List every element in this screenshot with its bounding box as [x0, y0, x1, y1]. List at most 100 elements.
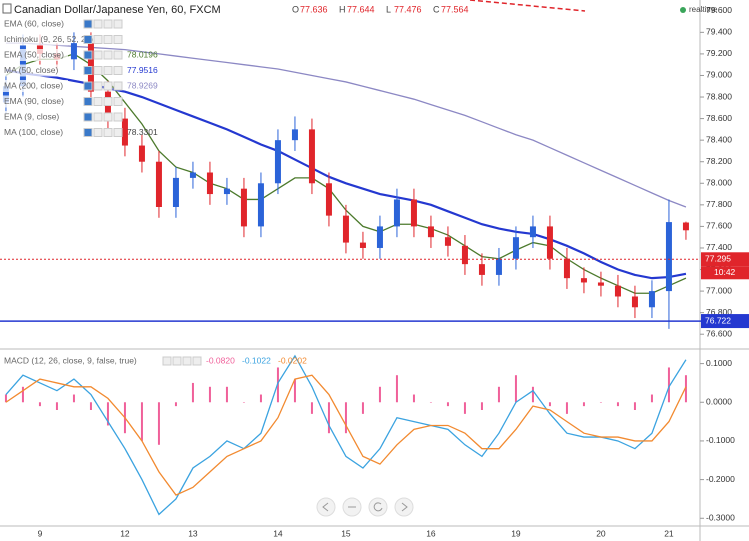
candle-body — [274, 140, 281, 184]
ohlc-value: 77.564 — [441, 4, 469, 14]
candle-body — [325, 183, 332, 216]
legend-entry[interactable]: EMA (60, close) — [2, 18, 123, 30]
histogram-bar — [157, 402, 160, 445]
legend-bg — [2, 80, 68, 92]
candle-body — [580, 278, 587, 283]
ohlc-value: 77.636 — [300, 4, 328, 14]
histogram-bar — [174, 402, 177, 407]
histogram-bar — [4, 394, 7, 403]
candle-body — [206, 172, 213, 195]
realtime-status: realtime — [689, 5, 718, 14]
legend-icon — [83, 112, 93, 122]
histogram-bar — [684, 375, 687, 403]
y-tick-label: 77.800 — [706, 199, 732, 209]
drawing-trendline[interactable] — [469, 0, 586, 12]
y-tick-label: 78.800 — [706, 91, 732, 101]
y-tick-label: 78.600 — [706, 113, 732, 123]
ohlc-key: O — [292, 4, 299, 14]
legend-icon — [83, 97, 93, 106]
legend-icon — [93, 19, 103, 29]
y-tick-label: 78.200 — [706, 156, 732, 166]
legend-name: EMA (90, close) — [4, 96, 64, 106]
histogram-bar — [191, 382, 194, 403]
legend-entry[interactable]: EMA (9, close) — [2, 111, 123, 123]
legend-entry[interactable]: MA (50, close) 77.9516 — [2, 64, 158, 77]
y-tick-label: 79.200 — [706, 48, 732, 58]
legend-entry[interactable]: Ichimoku (9, 26, 52, 26) — [2, 33, 123, 46]
navigation-buttons — [316, 497, 414, 517]
candle-body — [291, 129, 298, 141]
candle-body — [648, 291, 655, 308]
legend-name: EMA (9, close) — [4, 111, 59, 121]
histogram-bar — [378, 386, 381, 403]
legend-entry[interactable]: MA (200, close) 78.9269 — [2, 80, 158, 92]
legend-icon — [93, 112, 103, 122]
legend-icon — [113, 19, 123, 29]
legend-value: 78.9269 — [127, 80, 158, 90]
candle-body — [495, 258, 502, 275]
histogram-bar — [395, 375, 398, 403]
icon — [373, 502, 383, 512]
legend-name: MA (100, close) — [4, 127, 63, 137]
candle-body — [512, 237, 519, 259]
candle-body — [410, 199, 417, 227]
histogram-bar — [361, 402, 364, 414]
legend-icon — [182, 356, 192, 366]
legend-icon — [113, 112, 123, 122]
legend-icon — [83, 81, 93, 91]
histogram-bar — [327, 402, 330, 434]
macd-readout: -0.0202 — [278, 355, 307, 365]
legend-icon — [83, 128, 93, 137]
candle-body — [376, 226, 383, 248]
legend-name: EMA (60, close) — [4, 18, 64, 28]
legend-icon — [192, 356, 202, 366]
histogram-bar — [463, 402, 466, 414]
legend-icon — [113, 81, 123, 91]
legend-entry[interactable]: EMA (90, close) — [2, 95, 123, 108]
legend-entry[interactable]: MA (100, close) 78.3301 — [2, 126, 158, 139]
candle-body — [614, 285, 621, 297]
legend-icon — [83, 50, 93, 60]
candle-body — [359, 242, 366, 248]
legend-icon — [103, 128, 113, 137]
legend-entry[interactable]: EMA (50, close) 78.0196 — [2, 49, 158, 61]
y-tick-label: 0.0000 — [706, 397, 732, 407]
x-tick-label: 16 — [426, 528, 436, 538]
macd-readout: -0.0820 — [206, 355, 235, 365]
legend-value: 78.0196 — [127, 49, 158, 59]
x-tick-label: 13 — [188, 528, 198, 538]
legend-name: EMA (50, close) — [4, 49, 64, 59]
price-label: 77.295 — [705, 254, 731, 264]
collapse-icon[interactable] — [2, 3, 12, 14]
histogram-bar — [225, 386, 228, 403]
candle-body — [461, 245, 468, 265]
y-tick-label: 78.000 — [706, 178, 732, 188]
x-tick-label: 21 — [664, 528, 674, 538]
reset-button[interactable] — [368, 497, 388, 517]
symbol-title: Canadian Dollar/Japanese Yen, 60, FXCM — [14, 4, 221, 16]
macd-title: MACD (12, 26, close, 9, false, true) — [4, 355, 137, 365]
scroll-right-button[interactable] — [394, 497, 414, 517]
histogram-bar — [446, 402, 449, 407]
y-tick-label: 77.000 — [706, 285, 732, 295]
histogram-bar — [89, 402, 92, 410]
y-tick-label: 77.400 — [706, 242, 732, 252]
candle-body — [631, 296, 638, 308]
histogram-bar — [21, 386, 24, 403]
candle-body — [223, 188, 230, 195]
histogram-bar — [429, 402, 432, 403]
histogram-bar — [344, 402, 347, 434]
price-label-box — [701, 252, 749, 267]
hline-label: 76.722 — [705, 315, 731, 325]
legend-icon — [113, 97, 123, 106]
legend-icon — [113, 35, 123, 44]
x-tick-label: 20 — [596, 528, 606, 538]
legend-bg — [2, 126, 68, 139]
histogram-bar — [106, 402, 109, 426]
histogram-bar — [259, 394, 262, 403]
legend-icon — [83, 35, 93, 44]
scroll-left-button[interactable] — [316, 497, 336, 517]
candle-body — [308, 129, 315, 184]
y-tick-label: 79.000 — [706, 70, 732, 80]
